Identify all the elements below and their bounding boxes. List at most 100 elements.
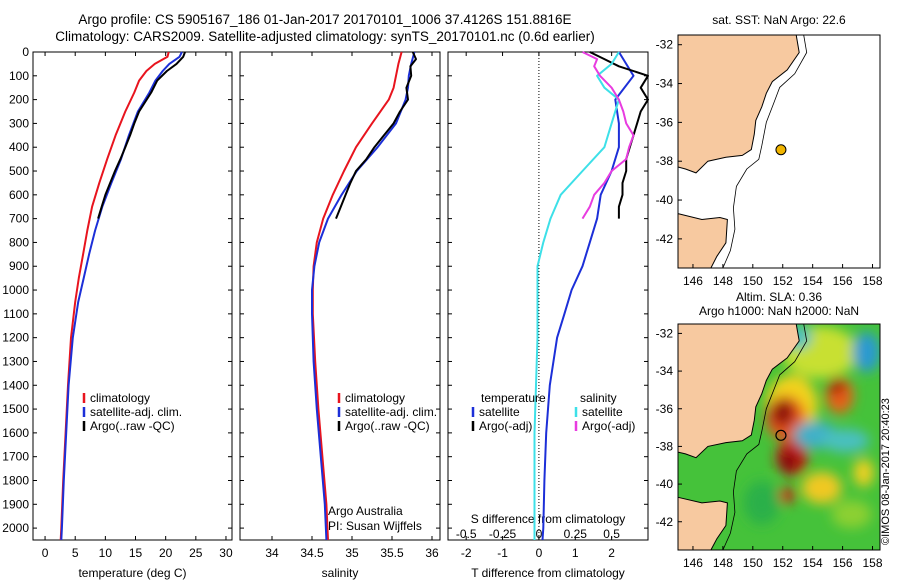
map-frame xyxy=(677,34,881,269)
x-tick-label-salinity: 0 xyxy=(536,527,543,541)
x-tick-label: 150 xyxy=(743,556,763,570)
y-tick-label: 1900 xyxy=(2,497,29,511)
x-tick-label: 35.5 xyxy=(380,546,404,560)
series-line-0 xyxy=(541,51,635,541)
y-tick-label: 1700 xyxy=(2,450,29,464)
series-line-2 xyxy=(533,51,620,540)
argo-position-marker xyxy=(775,429,787,441)
x-tick-label: 158 xyxy=(863,274,883,288)
y-tick-label: 200 xyxy=(9,93,29,107)
map-title: Argo h1000: NaN h2000: NaN xyxy=(699,304,859,318)
sla-blob xyxy=(771,398,794,427)
series-line-2 xyxy=(335,51,417,219)
x-tick-label: 0 xyxy=(42,546,49,560)
x-axis-label: salinity xyxy=(322,566,359,580)
y-tick-label: -42 xyxy=(656,515,674,529)
x-tick-label: 30 xyxy=(219,546,233,560)
y-tick-label: 1200 xyxy=(2,331,29,345)
y-tick-label: -36 xyxy=(656,115,674,129)
x-tick-label: -2 xyxy=(461,546,472,560)
x-tick-label: 152 xyxy=(773,274,793,288)
mainland xyxy=(677,34,800,174)
y-tick-label: 1000 xyxy=(2,283,29,297)
series-line-1 xyxy=(589,51,649,219)
x-tick-label: 2 xyxy=(608,546,615,560)
x-axis-label: temperature (deg C) xyxy=(78,566,186,580)
series-line-3 xyxy=(581,51,635,220)
y-tick-label: -36 xyxy=(656,402,674,416)
legend-label: Argo(-adj) xyxy=(479,419,532,433)
temperature-panel: 0100200300400500600700800900100011001200… xyxy=(2,45,233,580)
sla-blob xyxy=(743,480,780,525)
sla-blob xyxy=(829,377,844,396)
y-tick-label: 1800 xyxy=(2,473,29,487)
y-tick-label: 1100 xyxy=(3,307,29,321)
plot-frame xyxy=(447,51,649,541)
legend-label: Argo(..raw -QC) xyxy=(90,419,175,433)
sla-blob xyxy=(831,500,872,529)
y-tick-label: 100 xyxy=(9,69,29,83)
x-tick-label: 146 xyxy=(683,274,703,288)
mainland xyxy=(677,323,800,459)
y-tick-label: 600 xyxy=(9,188,29,202)
x-tick-label: 158 xyxy=(863,556,883,570)
sla-map-panel: 146 148 150 152 154 156 158 -32 -34 -36 -38 -40 -42 A… xyxy=(656,290,883,570)
x-tick-label: 1 xyxy=(572,546,579,560)
y-tick-label: 300 xyxy=(9,116,29,130)
y-tick-label: 0 xyxy=(22,45,29,59)
sla-blob xyxy=(801,471,842,504)
map-title: Altim. SLA: 0.36 xyxy=(736,290,822,304)
y-tick-label: 1500 xyxy=(2,402,29,416)
argo-position-marker xyxy=(775,144,787,156)
sla-blob xyxy=(821,428,870,453)
y-tick-label: 700 xyxy=(9,212,29,226)
y-tick-label: 500 xyxy=(9,164,29,178)
x-tick-label: 34.5 xyxy=(300,546,324,560)
sst-map-panel: 146 148 150 152 154 156 158 -32 -34 -36 -38 -40 -42 s… xyxy=(656,13,883,288)
x-tick-label: 156 xyxy=(833,274,853,288)
x-tick-label: 10 xyxy=(99,546,113,560)
y-tick-label: 1300 xyxy=(2,354,29,368)
map-frame xyxy=(677,323,881,551)
legend-label: satellite xyxy=(479,405,520,419)
x-axis-label-salinity: S difference from climatology xyxy=(471,512,626,526)
x-tick-label: 15 xyxy=(129,546,143,560)
y-tick-label: -40 xyxy=(656,477,674,491)
legend-label: satellite-adj. clim. xyxy=(345,405,437,419)
y-tick-label: 2000 xyxy=(2,521,29,535)
x-tick-label-salinity: -0.25 xyxy=(489,527,517,541)
x-tick-label: 25 xyxy=(189,546,203,560)
y-tick-label: -32 xyxy=(656,326,674,340)
series-line-0 xyxy=(311,51,403,541)
y-tick-label: -34 xyxy=(656,364,674,378)
chart-title-line-1: Argo profile: CS 5905167_186 01-Jan-2017… xyxy=(78,12,572,27)
legend-label: Argo(..raw -QC) xyxy=(345,419,430,433)
legend-label: climatology xyxy=(90,391,150,405)
x-tick-label: 35 xyxy=(345,546,359,560)
y-tick-label: -32 xyxy=(656,38,674,52)
y-tick-label: 900 xyxy=(9,259,29,273)
x-tick-label: 20 xyxy=(159,546,173,560)
y-tick-label: -38 xyxy=(656,439,674,453)
y-tick-label: 1600 xyxy=(2,426,29,440)
x-tick-label: 154 xyxy=(803,274,823,288)
x-tick-label: 36 xyxy=(425,546,439,560)
sla-blob xyxy=(852,332,880,373)
x-tick-label: 34 xyxy=(265,546,279,560)
x-axis-label: T difference from climatology xyxy=(471,566,625,580)
y-tick-label: 800 xyxy=(9,235,29,249)
y-tick-label: 400 xyxy=(9,140,29,154)
x-tick-label-salinity: -0.5 xyxy=(456,527,477,541)
x-tick-label: 0 xyxy=(536,546,543,560)
map-title: sat. SST: NaN Argo: 22.6 xyxy=(712,13,846,27)
y-tick-label: -42 xyxy=(656,232,674,246)
sla-blob xyxy=(779,487,796,504)
sla-blobs xyxy=(743,325,880,529)
x-tick-label: 148 xyxy=(713,274,733,288)
isobath-line xyxy=(722,34,808,269)
legend-label: satellite-adj. clim. xyxy=(90,405,182,419)
isobath-line xyxy=(722,323,808,551)
salinity-panel: 34 34.5 35 35.5 36 salinity climatologysatelli… xyxy=(239,51,441,580)
legend-label: Argo(-adj) xyxy=(582,419,635,433)
